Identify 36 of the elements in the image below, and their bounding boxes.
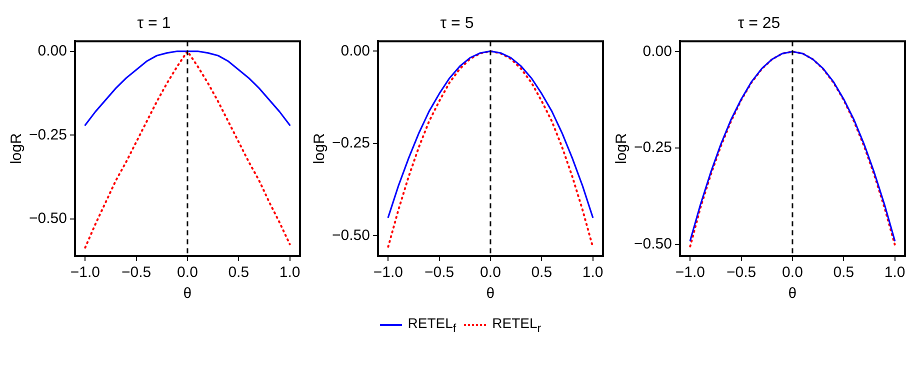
chart-title: τ = 1 bbox=[137, 15, 171, 32]
x-tick-label: 0.5 bbox=[530, 264, 552, 282]
x-tick-label: −0.5 bbox=[424, 264, 454, 282]
y-tick-label: −0.25 bbox=[634, 139, 672, 156]
y-tick-label: −0.50 bbox=[331, 226, 370, 244]
x-tick-label: −1.0 bbox=[372, 264, 402, 282]
y-tick-label: −0.25 bbox=[28, 126, 67, 144]
legend-label: RETEL$_{r}$ bbox=[492, 315, 542, 335]
y-tick-label: 0.00 bbox=[642, 42, 672, 60]
x-tick-label: 1.0 bbox=[582, 264, 603, 282]
x-tick-label: −1.0 bbox=[675, 264, 705, 282]
x-tick-label: −1.0 bbox=[70, 264, 100, 282]
x-axis-title: θ bbox=[788, 285, 797, 302]
line-series bbox=[84, 50, 291, 249]
chart-title: τ = 5 bbox=[440, 15, 474, 32]
y-axis-title: logR bbox=[8, 133, 26, 164]
x-tick-label: 1.0 bbox=[884, 264, 906, 282]
y-axis-title: logR bbox=[310, 133, 328, 164]
x-axis-title: θ bbox=[183, 285, 192, 302]
y-tick-label: −0.50 bbox=[634, 236, 672, 253]
y-tick-label: −0.25 bbox=[331, 134, 370, 152]
legend-label: RETEL$_{f}$ bbox=[408, 315, 456, 335]
x-axis-title: θ bbox=[486, 285, 494, 302]
x-tick-label: 0.5 bbox=[833, 264, 854, 282]
y-tick-label: 0.00 bbox=[38, 42, 67, 60]
x-tick-label: 0.0 bbox=[177, 264, 198, 282]
x-tick-label: −0.5 bbox=[122, 264, 152, 282]
x-tick-label: 0.0 bbox=[782, 264, 803, 282]
y-tick-label: 0.00 bbox=[340, 42, 370, 60]
y-tick-label: −0.50 bbox=[28, 210, 67, 228]
x-tick-label: 1.0 bbox=[279, 264, 300, 282]
x-tick-label: 0.0 bbox=[480, 264, 500, 282]
y-axis-title: logR bbox=[613, 133, 630, 164]
chart-title: τ = 25 bbox=[738, 15, 780, 32]
x-tick-label: 0.5 bbox=[228, 264, 250, 282]
x-tick-label: −0.5 bbox=[726, 264, 756, 282]
